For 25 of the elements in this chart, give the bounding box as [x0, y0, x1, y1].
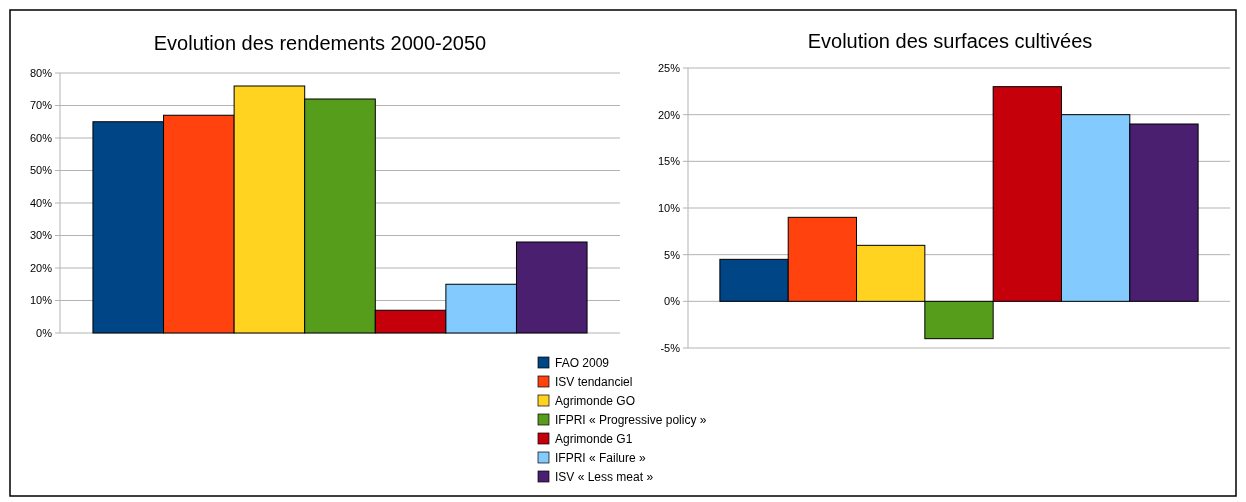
- y-tick-label: 20%: [657, 108, 681, 121]
- y-tick-label: 50%: [29, 164, 53, 177]
- y-tick-label: 10%: [29, 294, 53, 307]
- legend-label: ISV « Less meat »: [555, 470, 654, 485]
- chart-title: Evolution des rendements 2000-2050: [153, 32, 487, 54]
- y-tick-label: 70%: [29, 99, 53, 112]
- y-tick-label: 5%: [664, 248, 681, 261]
- y-tick-label: -5%: [660, 341, 681, 354]
- y-tick-label: 10%: [657, 201, 681, 214]
- legend-label: IFPRI « Failure »: [555, 451, 647, 466]
- legend-label: ISV tendanciel: [555, 375, 633, 390]
- legend-label: FAO 2009: [555, 356, 610, 371]
- y-tick-label: 15%: [657, 155, 681, 168]
- y-tick-label: 0%: [664, 295, 681, 308]
- y-tick-label: 0%: [36, 326, 53, 339]
- legend-label: Agrimonde G1: [555, 432, 633, 447]
- y-tick-label: 60%: [29, 131, 53, 144]
- chart-title: Evolution des surfaces cultivées: [807, 30, 1093, 52]
- y-tick-label: 20%: [29, 261, 53, 274]
- y-tick-label: 40%: [29, 196, 53, 209]
- legend-label: IFPRI « Progressive policy »: [555, 413, 707, 428]
- y-tick-label: 80%: [29, 66, 53, 79]
- legend-label: Agrimonde GO: [555, 394, 636, 409]
- y-tick-label: 30%: [29, 229, 53, 242]
- y-tick-label: 25%: [657, 61, 681, 74]
